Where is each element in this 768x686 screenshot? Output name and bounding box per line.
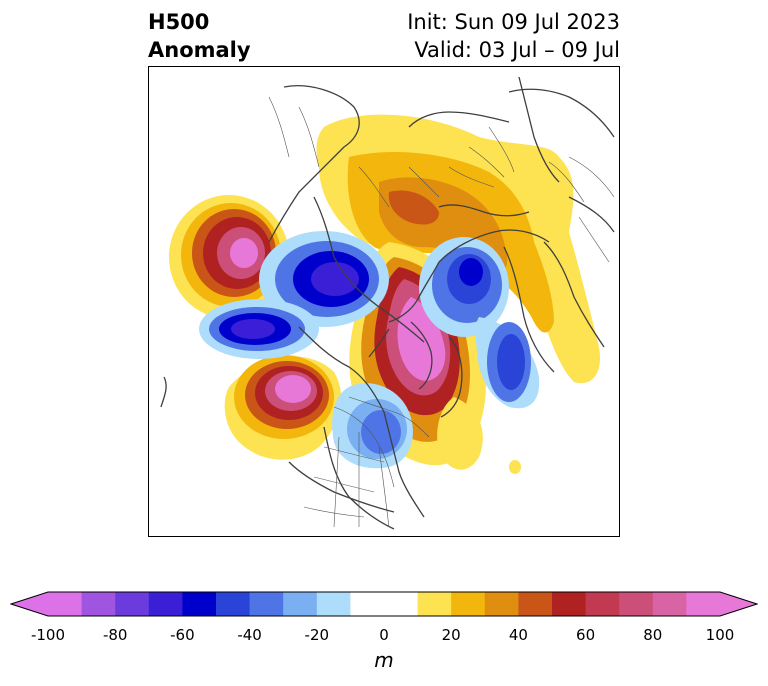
colorbar-bin — [81, 592, 116, 616]
colorbar-tick-label: 0 — [379, 626, 389, 644]
colorbar-bin — [484, 592, 519, 616]
colorbar-bin — [249, 592, 284, 616]
colorbar-bins — [48, 592, 721, 616]
colorbar-bin — [585, 592, 620, 616]
colorbar-outline — [10, 591, 758, 617]
colorbar-tick-label: -20 — [304, 626, 330, 644]
colorbar-bin — [451, 592, 486, 616]
anomaly-negative-siberia — [419, 237, 509, 337]
title-valid: Valid: 03 Jul – 09 Jul — [414, 38, 620, 62]
colorbar-bin — [283, 592, 318, 616]
colorbar-bin — [350, 592, 385, 616]
title-field: Anomaly — [148, 38, 251, 62]
anomaly-negative-alaska — [259, 231, 389, 327]
anomaly-map — [160, 76, 615, 530]
colorbar-bin — [552, 592, 587, 616]
colorbar-tick-label: -60 — [170, 626, 195, 644]
colorbar-bin — [652, 592, 687, 616]
colorbar-unit-label: m — [374, 648, 394, 672]
colorbar-bin — [619, 592, 654, 616]
anomaly-negative-atlantic — [475, 317, 540, 409]
anomaly-positive-atlantic — [437, 397, 521, 474]
colorbar-tick-label: 80 — [643, 626, 663, 644]
colorbar-bin — [417, 592, 452, 616]
colorbar-bin — [518, 592, 553, 616]
colorbar-bin — [384, 592, 419, 616]
colorbar-tick-label: -100 — [30, 626, 66, 644]
title-variable: H500 — [148, 10, 210, 34]
colorbar-bin — [115, 592, 150, 616]
colorbar-over-arrow — [720, 592, 757, 616]
anomaly-negative-pacific — [199, 299, 319, 359]
colorbar-tick-label: 100 — [705, 626, 735, 644]
colorbar-tick-label: 40 — [508, 626, 528, 644]
colorbar-bin — [316, 592, 351, 616]
title-left: H500 Anomaly — [148, 8, 251, 64]
colorbar-tick-label: 60 — [576, 626, 596, 644]
coastlines — [160, 76, 615, 530]
colorbar-tick-label: -40 — [237, 626, 262, 644]
colorbar-bin — [148, 592, 183, 616]
colorbar-under-arrow — [11, 592, 48, 616]
title-right: Init: Sun 09 Jul 2023 Valid: 03 Jul – 09… — [407, 8, 620, 64]
colorbar-bin — [182, 592, 217, 616]
colorbar — [10, 591, 758, 617]
political-borders — [268, 96, 615, 528]
anomaly-positive-pacific-north — [169, 195, 289, 319]
colorbar-tick-label: -80 — [102, 626, 128, 644]
colorbar-tick-label: 20 — [441, 626, 461, 644]
colorbar-bin — [686, 592, 721, 616]
anomaly-positive-west-na — [224, 355, 342, 460]
colorbar-bin — [216, 592, 251, 616]
colorbar-bin — [48, 592, 83, 616]
title-init: Init: Sun 09 Jul 2023 — [407, 10, 620, 34]
map-panel[interactable] — [148, 66, 620, 537]
colorbar-ticks: -100 -80 -60 -40 -20 0 20 40 60 80 100 — [0, 626, 768, 646]
